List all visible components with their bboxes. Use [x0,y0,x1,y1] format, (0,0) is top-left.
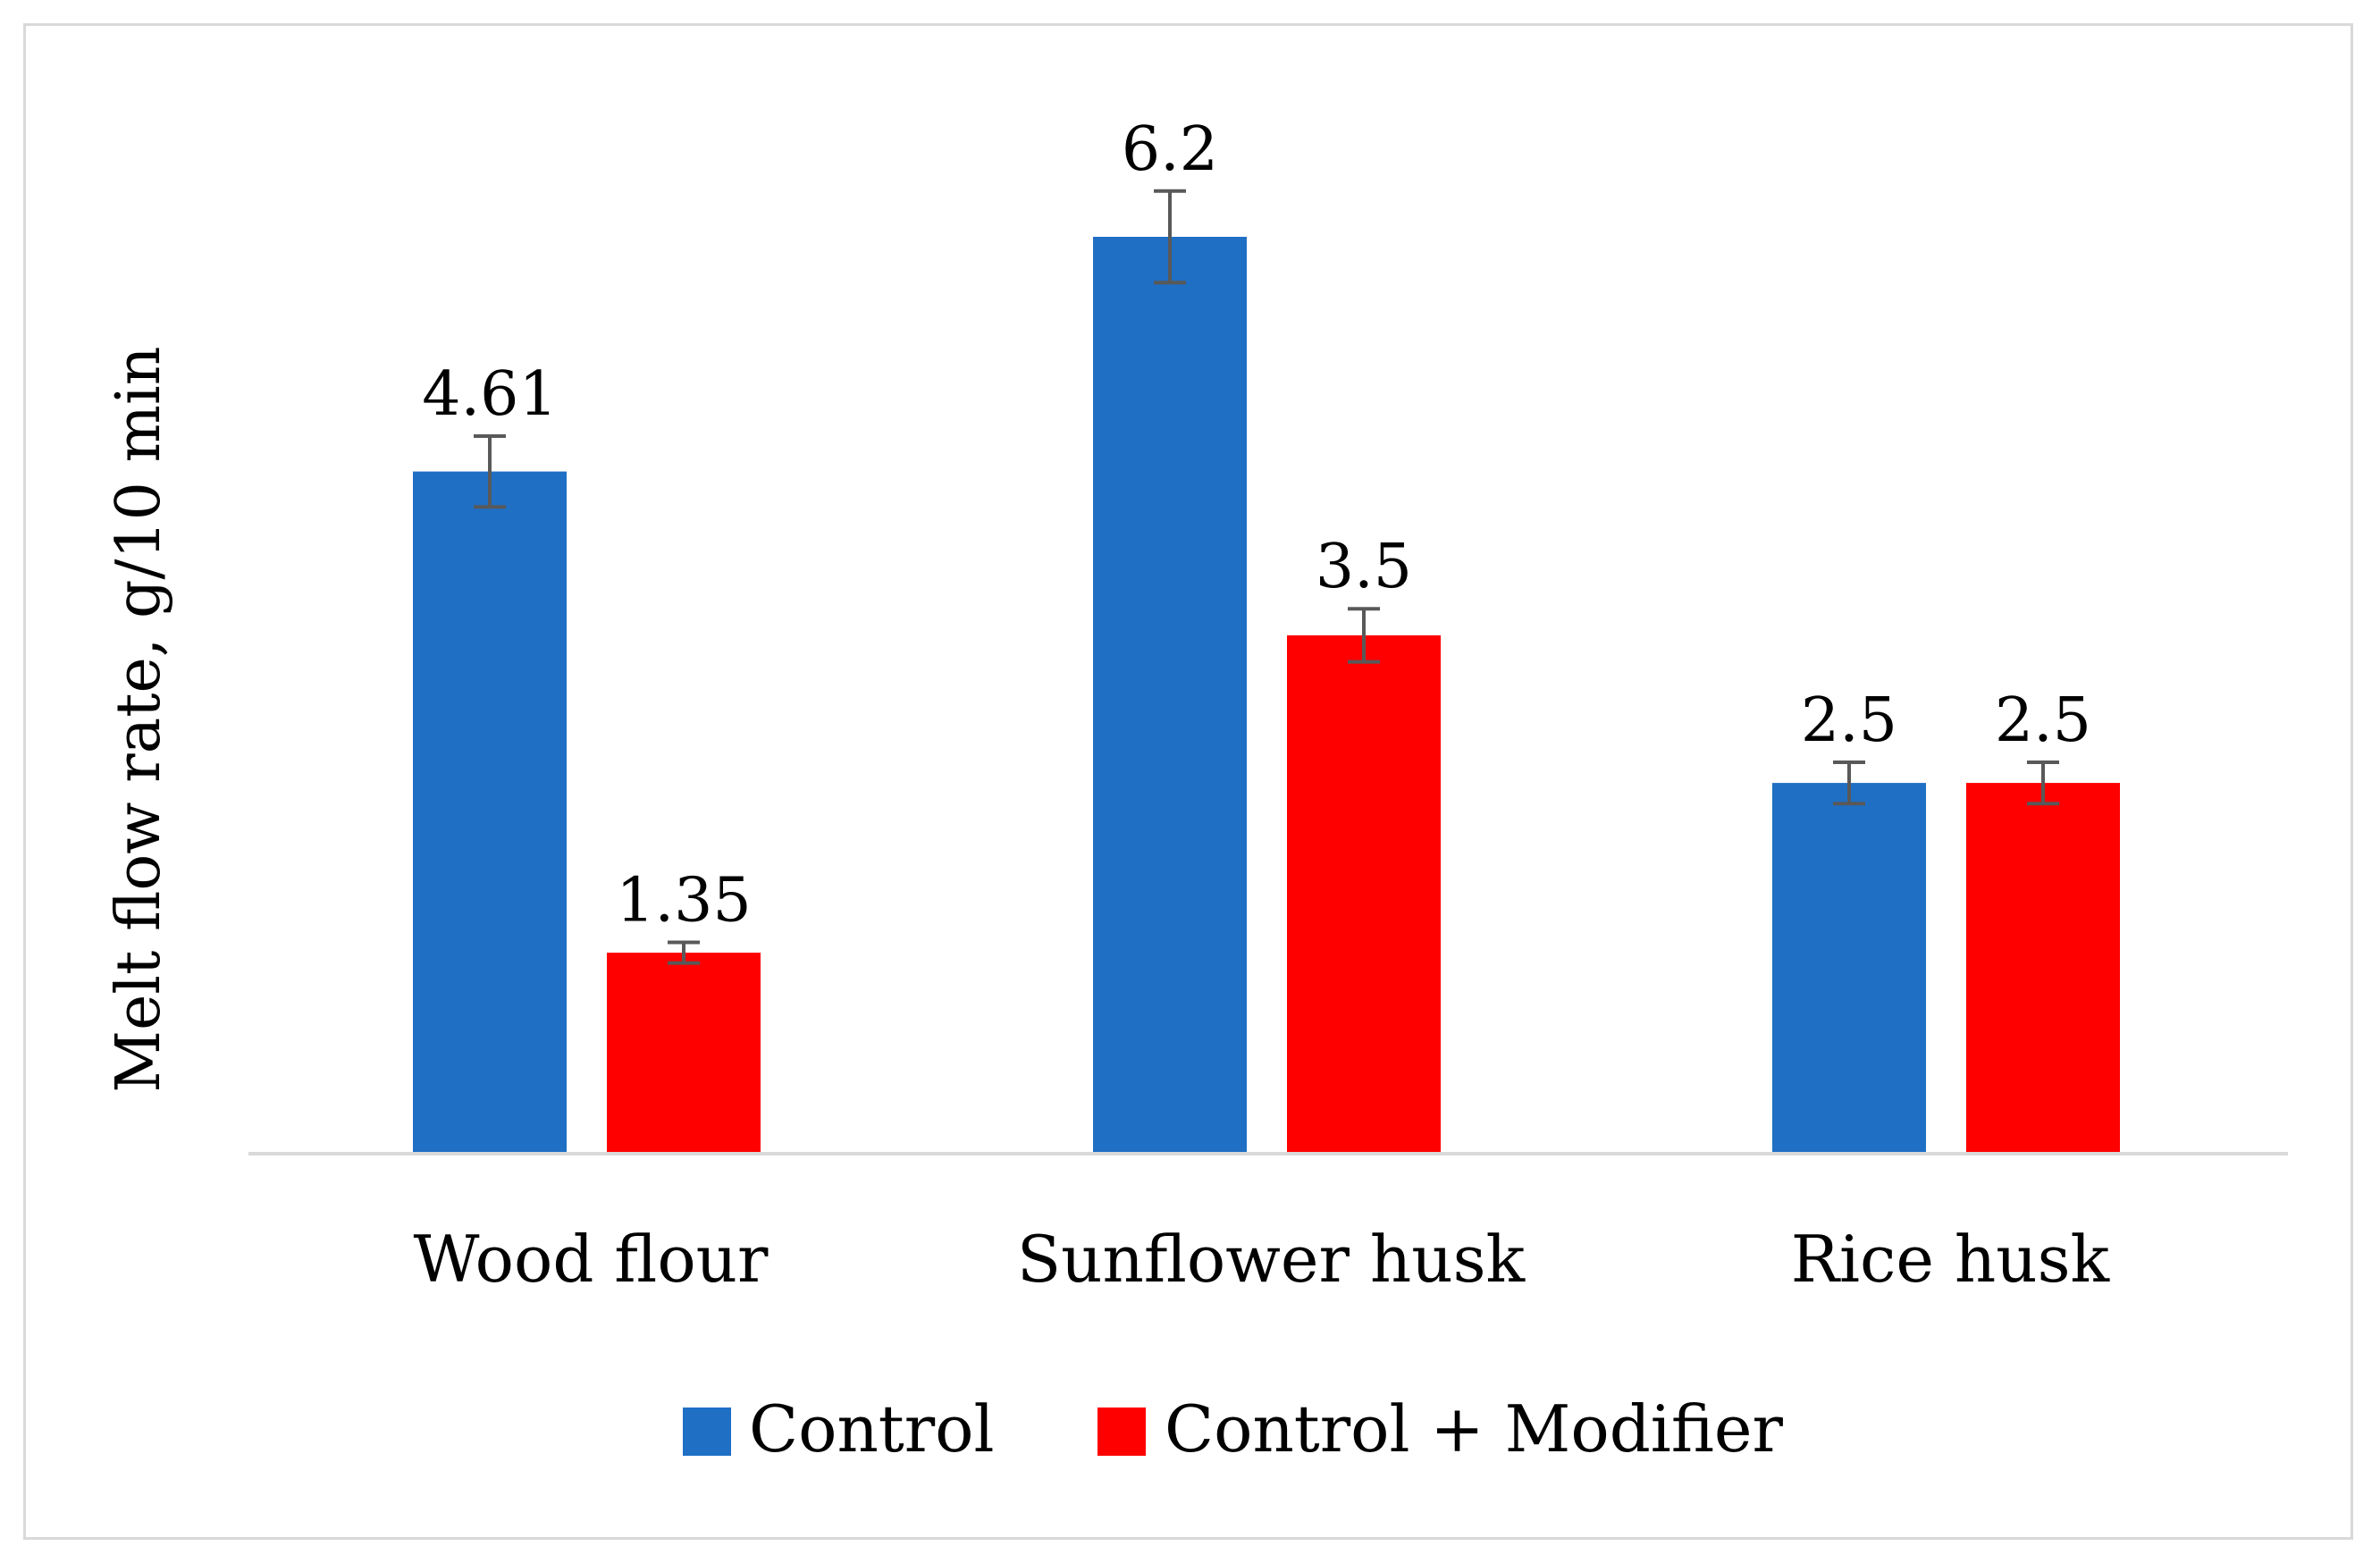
bar-control-wood-flour [413,471,567,1152]
x-tick-label: Wood flour [414,1222,770,1297]
legend-label: Control [749,1391,995,1466]
legend: Control Control + Modifier [683,1391,1783,1466]
legend-item: Control + Modifier [1097,1391,1783,1466]
data-label: 3.5 [1316,532,1412,602]
legend-item: Control [683,1391,995,1466]
error-bar [1833,760,1865,806]
legend-swatch [683,1408,731,1456]
legend-label: Control + Modifier [1165,1391,1783,1466]
category-labels-layer: Wood flour Sunflower husk Rice husk [414,1222,2111,1297]
x-tick-label: Sunflower husk [1017,1222,1526,1297]
bar-control-modifier-sunflower-husk [1287,634,1441,1152]
bar-control-modifier-rice-husk [1966,783,2120,1152]
error-bar [474,433,506,509]
error-bar [2027,760,2059,806]
bars-layer [413,237,2120,1152]
y-axis-label: Melt flow rate, g/10 min [104,346,174,1092]
data-label: 1.35 [616,865,751,936]
error-bar [668,940,700,965]
error-bar [1154,189,1186,285]
data-labels-layer: 4.61 6.2 2.5 1.35 3.5 2.5 [422,114,2091,937]
bar-control-rice-husk [1772,783,1926,1152]
data-label: 2.5 [1801,685,1897,756]
data-label: 2.5 [1995,685,2091,756]
error-bars-layer [474,189,2059,965]
data-label: 4.61 [422,359,557,430]
bar-control-modifier-wood-flour [607,953,761,1152]
legend-swatch [1097,1408,1146,1456]
bar-control-sunflower-husk [1093,237,1247,1152]
data-label: 6.2 [1122,114,1218,185]
x-tick-label: Rice husk [1791,1222,2111,1297]
error-bar [1348,607,1380,664]
